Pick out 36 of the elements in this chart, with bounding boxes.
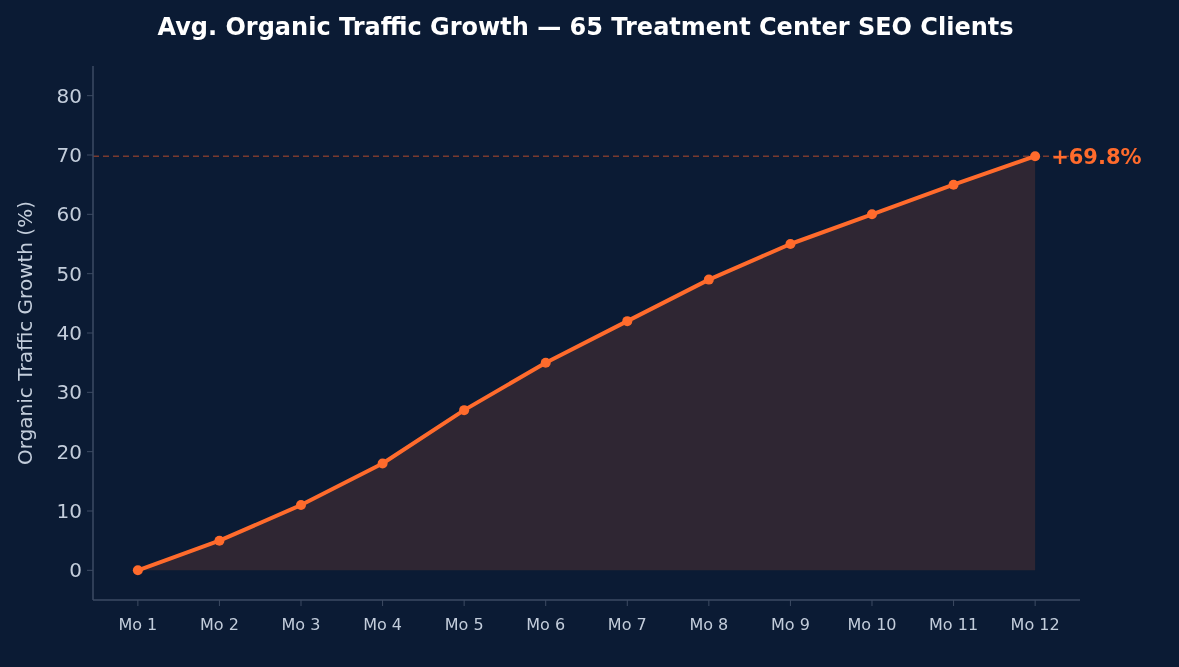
y-tick-label: 20 bbox=[56, 439, 82, 464]
point bbox=[377, 458, 388, 469]
y-tick-label: 10 bbox=[56, 499, 82, 523]
point bbox=[948, 179, 959, 190]
point bbox=[132, 565, 143, 576]
x-tick-label: Mo 7 bbox=[607, 615, 647, 634]
point bbox=[703, 274, 714, 285]
chart-title: Avg. Organic Traffic Growth — 65 Treatment Center SEO Clients bbox=[157, 13, 1014, 41]
point bbox=[214, 535, 225, 546]
y-tick-label: 0 bbox=[69, 558, 82, 583]
y-tick-label: 60 bbox=[56, 202, 82, 227]
point bbox=[622, 316, 633, 327]
point bbox=[296, 500, 306, 511]
point bbox=[867, 209, 877, 220]
y-axis-title: Organic Traffic Growth (%) bbox=[13, 201, 37, 465]
y-tick-label: 80 bbox=[56, 83, 82, 108]
x-tick-label: Mo 8 bbox=[689, 615, 729, 634]
point bbox=[459, 405, 470, 416]
y-tick-label: 40 bbox=[56, 321, 82, 345]
y-tick-label: 50 bbox=[56, 261, 82, 286]
x-tick-label: Mo 9 bbox=[771, 615, 810, 634]
x-tick-label: Mo 3 bbox=[281, 615, 321, 634]
x-tick-label: Mo 6 bbox=[526, 615, 566, 634]
x-tick-label: Mo 2 bbox=[200, 615, 239, 634]
point bbox=[785, 239, 796, 249]
point bbox=[540, 357, 551, 368]
x-tick-label: Mo 1 bbox=[118, 615, 158, 634]
y-tick-label: 70 bbox=[56, 143, 82, 167]
annotation: +69.8% bbox=[1051, 144, 1142, 169]
x-tick-label: Mo 5 bbox=[444, 615, 484, 634]
x-tick-label: Mo 11 bbox=[929, 615, 979, 634]
x-tick-label: Mo 12 bbox=[1010, 615, 1060, 634]
point bbox=[1030, 151, 1041, 162]
y-tick-label: 30 bbox=[56, 380, 82, 405]
x-tick-label: Mo 10 bbox=[847, 615, 897, 634]
x-tick-label: Mo 4 bbox=[363, 615, 402, 634]
